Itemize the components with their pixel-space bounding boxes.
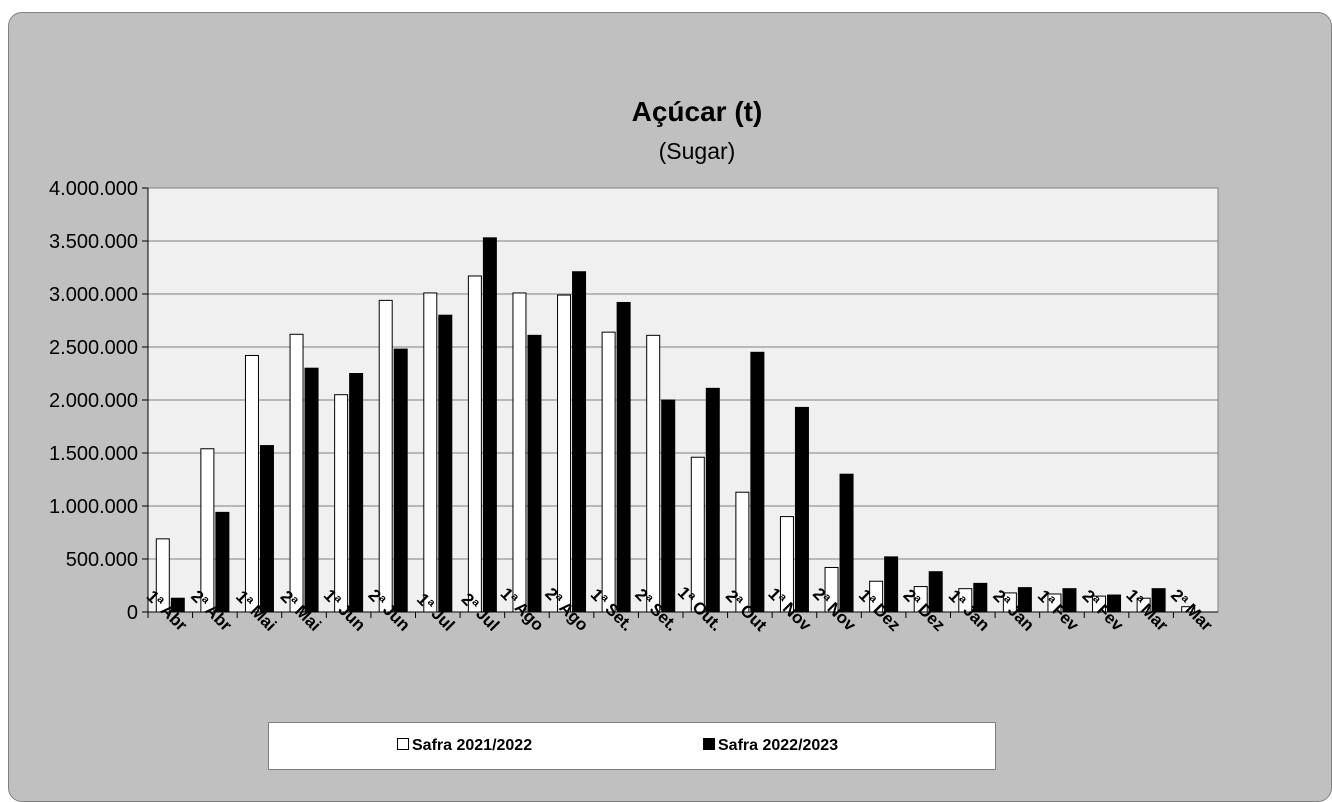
- bar-safra-2022-2023: [1151, 588, 1166, 613]
- bar-safra-2021-2022: [1047, 593, 1062, 613]
- bar-safra-2021-2022: [913, 586, 928, 613]
- bar-safra-2022-2023: [1062, 588, 1077, 613]
- bar-safra-2021-2022: [958, 588, 973, 613]
- legend: Safra 2021/2022 Safra 2022/2023: [268, 722, 996, 770]
- bar-safra-2021-2022: [334, 394, 349, 613]
- y-tick-label: 1.000.000: [49, 496, 138, 518]
- bar-safra-2021-2022: [155, 538, 170, 613]
- bar-safra-2022-2023: [215, 511, 230, 613]
- bar-safra-2021-2022: [1092, 595, 1107, 613]
- y-tick-label: 3.000.000: [49, 284, 138, 306]
- bar-safra-2021-2022: [423, 292, 438, 613]
- bar-safra-2022-2023: [482, 237, 497, 613]
- bar-safra-2021-2022: [779, 516, 794, 613]
- bar-safra-2022-2023: [973, 582, 988, 613]
- bar-safra-2021-2022: [289, 333, 304, 613]
- bar-safra-2021-2022: [244, 354, 259, 613]
- y-tick-label: 4.000.000: [49, 178, 138, 200]
- bar-safra-2022-2023: [616, 301, 631, 613]
- bar-safra-2022-2023: [393, 348, 408, 613]
- legend-swatch-series-1: [397, 738, 409, 751]
- y-tick-label: 1.500.000: [49, 443, 138, 465]
- bar-safra-2021-2022: [646, 334, 661, 613]
- bar-safra-2022-2023: [1017, 587, 1032, 613]
- bar-safra-2021-2022: [467, 275, 482, 613]
- bar-safra-2022-2023: [794, 406, 809, 613]
- chart-subtitle: (Sugar): [658, 138, 736, 164]
- bar-safra-2022-2023: [438, 314, 453, 613]
- bar-safra-2022-2023: [928, 571, 943, 613]
- bar-safra-2021-2022: [378, 299, 393, 613]
- chart-title: Açúcar (t): [631, 96, 763, 127]
- y-tick-label: 2.000.000: [49, 390, 138, 412]
- legend-swatch-series-2: [703, 738, 715, 751]
- bar-safra-2022-2023: [349, 373, 364, 613]
- bar-safra-2021-2022: [869, 580, 884, 613]
- legend-item-series-2: Safra 2022/2023: [703, 737, 838, 755]
- bar-safra-2021-2022: [735, 491, 750, 613]
- bar-safra-2022-2023: [170, 597, 185, 613]
- bar-safra-2021-2022: [557, 294, 572, 613]
- bar-safra-2022-2023: [259, 445, 274, 613]
- bar-safra-2022-2023: [839, 473, 854, 613]
- bar-safra-2021-2022: [512, 292, 527, 613]
- bar-safra-2021-2022: [200, 448, 215, 613]
- bar-safra-2022-2023: [1107, 594, 1122, 613]
- y-tick-label: 500.000: [66, 549, 138, 571]
- y-tick-label: 2.500.000: [49, 337, 138, 359]
- legend-item-series-1: Safra 2021/2022: [397, 737, 532, 755]
- bar-safra-2022-2023: [527, 334, 542, 613]
- bar-safra-2021-2022: [1136, 597, 1151, 613]
- bar-safra-2022-2023: [304, 367, 319, 613]
- legend-label-series-2: Safra 2022/2023: [718, 737, 839, 754]
- bar-safra-2022-2023: [705, 387, 720, 613]
- y-tick-label: 3.500.000: [49, 231, 138, 253]
- bar-safra-2021-2022: [824, 566, 839, 613]
- bar-safra-2022-2023: [884, 556, 899, 613]
- bar-safra-2022-2023: [572, 271, 587, 613]
- bar-safra-2022-2023: [750, 351, 765, 613]
- bar-safra-2022-2023: [661, 399, 676, 613]
- legend-label-series-1: Safra 2021/2022: [412, 737, 533, 754]
- bar-safra-2021-2022: [601, 331, 616, 613]
- bar-safra-2021-2022: [690, 456, 705, 613]
- bar-safra-2021-2022: [1181, 606, 1196, 613]
- y-tick-label: 0: [127, 602, 138, 624]
- bar-safra-2021-2022: [1002, 592, 1017, 613]
